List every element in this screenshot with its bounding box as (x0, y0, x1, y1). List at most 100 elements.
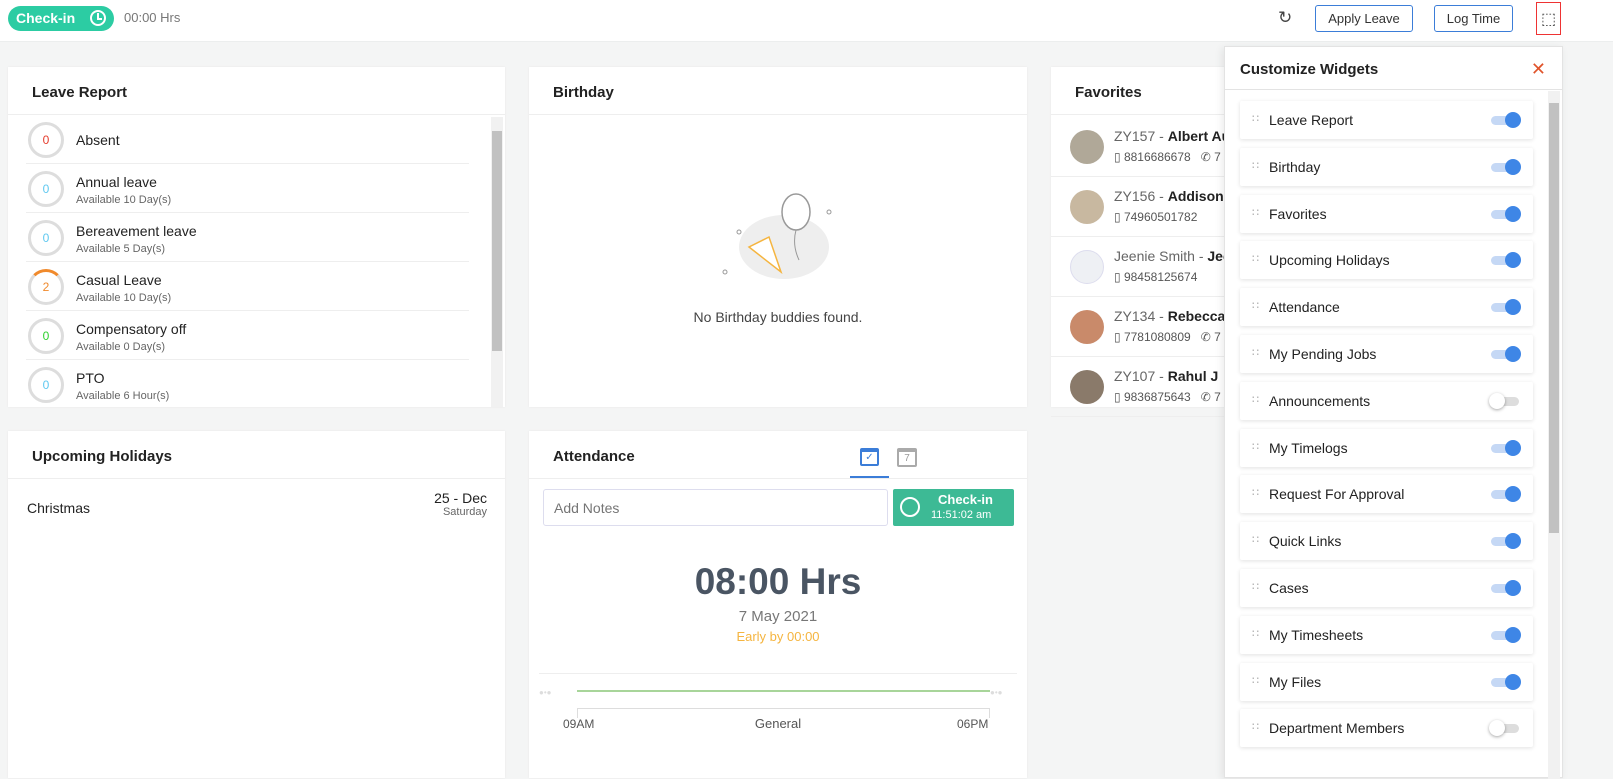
leave-type: Annual leave (76, 174, 157, 190)
leave-type: Compensatory off (76, 321, 187, 337)
drag-handle-icon[interactable]: ∷ (1252, 627, 1259, 640)
tab-week-calendar-icon[interactable]: 7 (897, 448, 917, 467)
attendance-hours: 08:00 Hrs (694, 561, 862, 602)
drag-handle-icon[interactable]: ∷ (1252, 206, 1259, 219)
customize-widgets-icon[interactable]: ⬚ (1536, 2, 1561, 35)
widget-option-label: Quick Links (1269, 533, 1342, 550)
birthday-widget: Birthday No Birthday buddies found. (529, 67, 1027, 407)
avatar (1070, 370, 1104, 404)
widget-toggle[interactable] (1491, 486, 1521, 503)
drag-handle-icon[interactable]: ∷ (1252, 440, 1259, 453)
clock-icon (90, 10, 106, 26)
widget-toggle[interactable] (1489, 720, 1519, 737)
widget-toggle[interactable] (1491, 346, 1521, 362)
mobile-icon: ▯ (1114, 150, 1121, 164)
widget-title: Attendance (529, 431, 1027, 479)
widget-option-label: Upcoming Holidays (1269, 252, 1390, 269)
leave-type: Bereavement leave (76, 223, 197, 239)
log-time-button[interactable]: Log Time (1434, 5, 1513, 32)
widget-option-label: Cases (1269, 580, 1309, 596)
phone-icon: ✆ (1200, 150, 1211, 164)
drag-handle-icon[interactable]: ∷ (1252, 253, 1259, 266)
phone-icon: ✆ (1200, 330, 1211, 344)
drag-handle-icon[interactable]: ∷ (1252, 113, 1259, 125)
holiday-name: Christmas (27, 500, 91, 516)
drag-handle-icon[interactable]: ∷ (1252, 300, 1259, 313)
drag-handle-icon[interactable]: ∷ (1252, 393, 1259, 406)
widget-option-label: My Pending Jobs (1269, 346, 1377, 362)
widget-toggle[interactable] (1491, 673, 1521, 690)
leave-count-ring: 0 (28, 171, 64, 207)
leave-count-ring: 0 (28, 318, 64, 354)
widget-title: Birthday (529, 67, 1027, 115)
widget-toggle[interactable] (1491, 439, 1521, 456)
widget-option-label: Attendance (1269, 299, 1340, 316)
widget-option: ∷ My Timesheets (1240, 615, 1533, 654)
favorite-contact[interactable]: ZY157 - Albert Au ▯ 8816686678 ✆ 7 (1051, 117, 1548, 177)
checkin-label: Check-in (16, 10, 76, 26)
attendance-checkin-button[interactable]: Check-in 11:51:02 am (893, 489, 1014, 526)
widget-toggle[interactable] (1491, 580, 1521, 596)
drag-handle-icon[interactable]: ∷ (1252, 159, 1259, 172)
widget-title: Leave Report (8, 67, 505, 115)
timeline-dots-left: ●•● (539, 688, 552, 697)
attendance-date: 7 May 2021 (738, 608, 818, 625)
employee-id: ZY134 - (1114, 308, 1168, 324)
leave-report-widget: Leave Report 0 Absent 0 Annual leave Ava… (8, 67, 505, 407)
leave-count-ring: 0 (28, 220, 64, 256)
widget-option: ∷ Upcoming Holidays (1240, 241, 1533, 280)
widget-option-label: Department Members (1269, 720, 1405, 737)
employee-id: Jeenie Smith - (1114, 248, 1208, 264)
hours-today: 00:00 Hrs (124, 10, 181, 25)
holiday-row: Christmas 25 - Dec Saturday (8, 479, 505, 529)
drag-handle-icon[interactable]: ∷ (1252, 721, 1259, 734)
refresh-icon[interactable]: ↻ (1278, 8, 1293, 27)
mobile-number: 7781080809 (1123, 330, 1191, 344)
leave-count-ring: 0 (28, 367, 64, 403)
favorite-contact[interactable]: ZY107 - Rahul J ▯ 9836875643 ✆ 7 (1051, 357, 1548, 417)
leave-count-ring: 2 (28, 269, 64, 305)
widget-toggle[interactable] (1489, 392, 1519, 409)
drag-handle-icon[interactable]: ∷ (1252, 534, 1259, 547)
leave-item: 0 Absent (26, 115, 469, 164)
apply-leave-button[interactable]: Apply Leave (1315, 5, 1413, 32)
scrollbar[interactable] (491, 117, 503, 407)
widget-toggle[interactable] (1491, 252, 1521, 269)
drag-handle-icon[interactable]: ∷ (1252, 581, 1259, 593)
party-illustration-icon (722, 193, 832, 279)
mobile-number: 8816686678 (1123, 150, 1191, 164)
leave-available: Available 10 Day(s) (76, 194, 172, 206)
shift-start: 09AM (563, 717, 595, 731)
drag-handle-icon[interactable]: ∷ (1252, 487, 1259, 500)
widget-toggle[interactable] (1491, 205, 1521, 222)
mobile-icon: ▯ (1114, 210, 1121, 224)
widget-toggle[interactable] (1491, 626, 1521, 643)
panel-title: Customize Widgets (1225, 47, 1562, 90)
widget-toggle[interactable] (1491, 112, 1521, 128)
panel-scrollbar[interactable] (1548, 91, 1560, 779)
checkin-toggle-button[interactable]: Check-in (8, 6, 114, 31)
widget-option-label: My Timelogs (1269, 439, 1348, 456)
widget-option: ∷ My Timelogs (1240, 428, 1533, 467)
leave-item: 0 Annual leave Available 10 Day(s) (26, 164, 469, 213)
tab-today[interactable]: ✓ (850, 445, 889, 478)
drag-handle-icon[interactable]: ∷ (1252, 674, 1259, 687)
employee-name: Addison B (1167, 188, 1238, 204)
widget-toggle[interactable] (1491, 533, 1521, 550)
widget-option-label: Leave Report (1269, 112, 1354, 128)
shift-end: 06PM (957, 717, 989, 731)
add-notes-input[interactable] (543, 489, 888, 526)
employee-id: ZY157 - (1114, 128, 1168, 144)
widget-toggle[interactable] (1491, 158, 1521, 175)
leave-count-ring: 0 (28, 122, 64, 158)
checkin-label: Check-in (938, 492, 993, 507)
close-icon[interactable]: ✕ (1530, 59, 1546, 79)
leave-type: Casual Leave (76, 272, 162, 288)
employee-id: ZY156 - (1114, 188, 1168, 204)
drag-handle-icon[interactable]: ∷ (1252, 347, 1259, 359)
avatar (1070, 250, 1104, 284)
widget-option-label: Announcements (1269, 392, 1371, 409)
widget-option-label: Request For Approval (1269, 486, 1405, 503)
widget-toggle[interactable] (1491, 299, 1521, 316)
shift-timeline (577, 690, 990, 692)
